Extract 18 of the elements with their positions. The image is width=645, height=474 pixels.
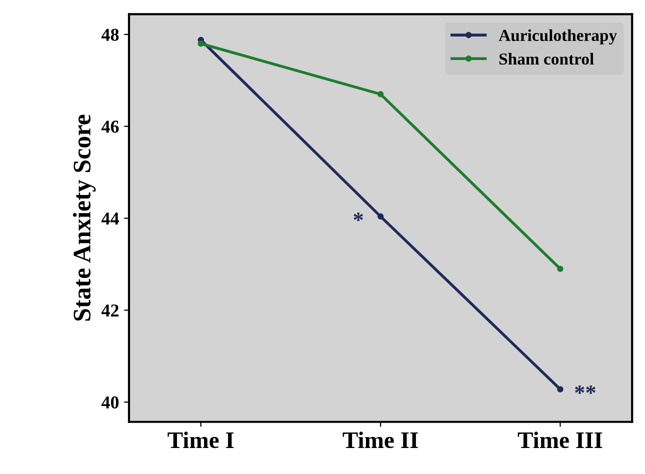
point [557,386,564,392]
x-tick-label: Time I [168,432,234,448]
y-tick-label: 42 [101,304,118,316]
legend-label: Auriculotherapy [498,29,617,44]
x-tick-label: Time II [342,432,418,448]
y-tick-label: 40 [101,396,119,409]
point [377,213,384,220]
y-tick-label: 48 [101,28,119,41]
annotation: ** [575,385,596,394]
x-tick-label: Time III [518,432,602,448]
point [557,266,564,272]
y-tick-label: 46 [101,120,119,133]
annotation: * [354,212,363,222]
y-tick-label: 44 [101,212,119,225]
point [198,40,204,47]
y-axis-title: State Anxiety Score [72,114,96,321]
legend-label: Sham control [499,52,594,65]
point [377,91,384,98]
